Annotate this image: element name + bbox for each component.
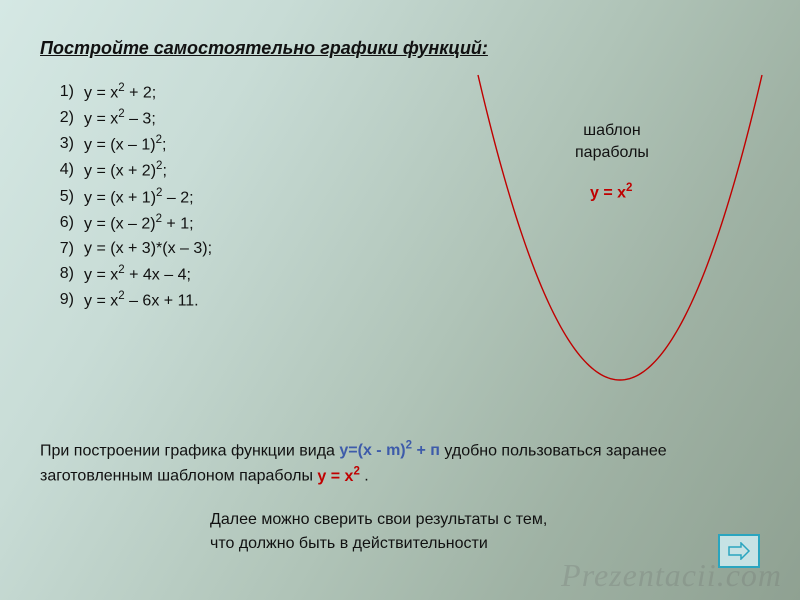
function-number: 8) [40,262,84,288]
function-expression: y = (x – 1)2; [84,132,166,158]
function-item: 5)y = (x + 1)2 – 2; [40,185,212,211]
paragraph-check-results: Далее можно сверить свои результаты с те… [210,508,547,556]
parabola-panel: шаблон параболы y = x2 [470,70,770,400]
function-number: 2) [40,106,84,132]
function-number: 6) [40,211,84,237]
function-number: 5) [40,185,84,211]
slide-title: Постройте самостоятельно графики функций… [40,38,488,59]
function-item: 1)y = x2 + 2; [40,80,212,106]
function-list: 1)y = x2 + 2;2)y = x2 – 3;3)y = (x – 1)2… [40,80,212,314]
function-number: 1) [40,80,84,106]
function-number: 7) [40,237,84,262]
function-expression: y = x2 – 3; [84,106,156,132]
function-number: 9) [40,288,84,314]
function-item: 6)y = (x – 2)2 + 1; [40,211,212,237]
parabola-label: шаблон параболы [575,120,649,163]
function-expression: y = (x + 3)*(x – 3); [84,237,212,262]
function-item: 4)y = (x + 2)2; [40,158,212,184]
paragraph-template-hint: При построении графика функции вида y=(x… [40,438,760,489]
parabola-equation: y = x2 [590,182,632,202]
function-expression: y = (x + 1)2 – 2; [84,185,194,211]
function-expression: y = (x + 2)2; [84,158,167,184]
function-expression: y = x2 + 2; [84,80,156,106]
function-number: 3) [40,132,84,158]
slide: Постройте самостоятельно графики функций… [0,0,800,600]
next-button[interactable] [718,534,760,568]
function-item: 8)y = x2 + 4x – 4; [40,262,212,288]
function-item: 3)y = (x – 1)2; [40,132,212,158]
arrow-right-icon [727,542,751,560]
function-expression: y = (x – 2)2 + 1; [84,211,194,237]
function-item: 9)y = x2 – 6x + 11. [40,288,212,314]
function-item: 2)y = x2 – 3; [40,106,212,132]
function-number: 4) [40,158,84,184]
function-expression: y = x2 – 6x + 11. [84,288,199,314]
function-item: 7)y = (x + 3)*(x – 3); [40,237,212,262]
function-expression: y = x2 + 4x – 4; [84,262,191,288]
